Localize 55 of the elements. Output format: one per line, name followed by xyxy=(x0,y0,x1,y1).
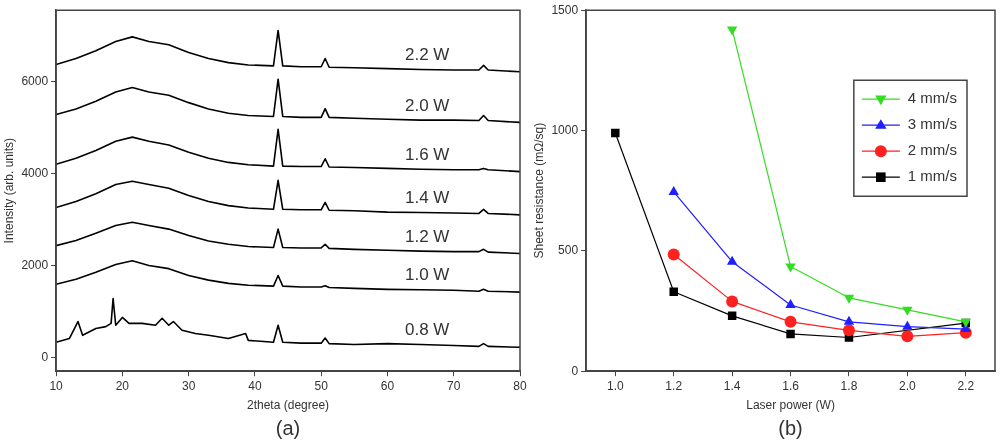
point xyxy=(843,294,855,304)
x-axis-title: 2theta (degree) xyxy=(247,398,330,413)
point xyxy=(842,324,855,337)
x-tick-label: 1.6 xyxy=(782,378,800,393)
point xyxy=(669,287,678,297)
y-tick-label: 4000 xyxy=(21,165,49,180)
point xyxy=(611,128,620,138)
text: (b) xyxy=(778,416,803,439)
text: (a) xyxy=(275,416,301,439)
legend-label: 2 mm/s xyxy=(907,141,957,159)
point xyxy=(785,299,796,309)
legend-label: 3 mm/s xyxy=(907,115,957,133)
point xyxy=(902,320,913,330)
y-axis-title: Intensity (arb. units) xyxy=(1,138,16,244)
x-tick-label: 2.0 xyxy=(899,378,917,393)
x-tick-label: 1.0 xyxy=(606,378,624,393)
series-label: 1.0 W xyxy=(405,265,450,285)
y-tick-label: 1000 xyxy=(551,122,579,137)
x-tick-label: 1.4 xyxy=(723,378,741,393)
x-tick-label: 2.2 xyxy=(957,378,975,393)
y-tick-label: 0 xyxy=(41,349,49,364)
point xyxy=(843,315,855,325)
point xyxy=(726,255,738,265)
series-label: 1.2 W xyxy=(405,226,450,246)
x-axis-title: Laser power (W) xyxy=(746,398,835,413)
x-tick-label: 40 xyxy=(248,378,262,393)
y-axis-title: Sheet resistance (mΩ/sq) xyxy=(531,122,546,259)
series-label: 1.4 W xyxy=(405,188,450,208)
x-tick-label: 1.2 xyxy=(665,378,683,393)
point xyxy=(902,306,913,316)
point xyxy=(726,295,739,308)
point xyxy=(726,26,738,36)
x-tick-label: 30 xyxy=(181,378,196,393)
x-tick-label: 1.8 xyxy=(840,378,858,393)
point xyxy=(786,329,795,339)
x-tick-label: 60 xyxy=(380,378,395,393)
y-tick-label: 1500 xyxy=(551,2,579,17)
x-tick-label: 20 xyxy=(115,378,130,393)
y-tick-label: 6000 xyxy=(21,73,49,88)
series-label: 2.0 W xyxy=(405,95,450,115)
series-label: 1.6 W xyxy=(405,144,450,164)
point xyxy=(667,248,680,261)
x-tick-label: 50 xyxy=(314,378,329,393)
series-label: 0.8 W xyxy=(405,320,450,340)
legend-label: 1 mm/s xyxy=(907,167,957,185)
x-tick-label: 80 xyxy=(513,378,527,393)
point xyxy=(901,330,914,343)
series-label: 2.2 W xyxy=(405,45,450,65)
legend-label: 4 mm/s xyxy=(907,89,957,107)
y-tick-label: 500 xyxy=(558,243,579,258)
x-tick-label: 10 xyxy=(49,378,64,393)
y-tick-label: 2000 xyxy=(21,257,49,272)
x-tick-label: 70 xyxy=(447,378,461,393)
y-tick-label: 0 xyxy=(571,363,579,378)
point xyxy=(784,315,797,328)
